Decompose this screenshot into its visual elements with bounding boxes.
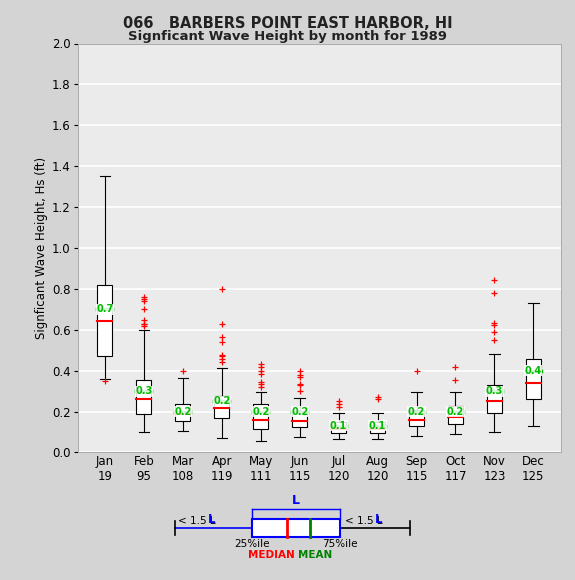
Text: MEAN: MEAN [298,550,332,560]
Text: < 1.5 L: < 1.5 L [345,516,382,526]
Text: < 1.5 L: < 1.5 L [178,516,216,526]
Text: 0.1: 0.1 [369,421,386,431]
Bar [331,422,346,433]
Bar [254,404,268,429]
Bar [136,380,151,414]
Text: 0.1: 0.1 [330,421,347,431]
Bar [292,412,307,427]
Bar [487,385,502,412]
Bar [526,360,540,399]
Text: 0.2: 0.2 [291,407,308,416]
Text: 066   BARBERS POINT EAST HARBOR, HI: 066 BARBERS POINT EAST HARBOR, HI [122,16,453,31]
Bar [98,285,112,356]
Text: 0.3: 0.3 [135,386,152,396]
Bar [175,404,190,420]
Text: 0.7: 0.7 [96,304,113,314]
Text: 75%ile: 75%ile [322,539,358,549]
Text: L: L [375,513,382,526]
Text: 0.2: 0.2 [174,407,191,416]
Bar [370,422,385,433]
Text: 25%ile: 25%ile [234,539,270,549]
Bar [252,519,340,537]
Bar [214,396,229,418]
Text: L: L [208,513,216,526]
Text: 0.2: 0.2 [213,396,231,406]
Text: MEDIAN: MEDIAN [248,550,295,560]
Text: 0.3: 0.3 [486,386,503,396]
Text: 0.4: 0.4 [525,365,542,376]
Text: 0.2: 0.2 [252,407,269,416]
Bar [409,411,424,426]
Y-axis label: Signficant Wave Height, Hs (ft): Signficant Wave Height, Hs (ft) [34,157,48,339]
Text: Signficant Wave Height by month for 1989: Signficant Wave Height by month for 1989 [128,30,447,43]
Bar [448,407,463,424]
Text: 0.2: 0.2 [408,407,425,416]
Text: L: L [292,494,300,507]
Text: 0.2: 0.2 [447,407,464,416]
